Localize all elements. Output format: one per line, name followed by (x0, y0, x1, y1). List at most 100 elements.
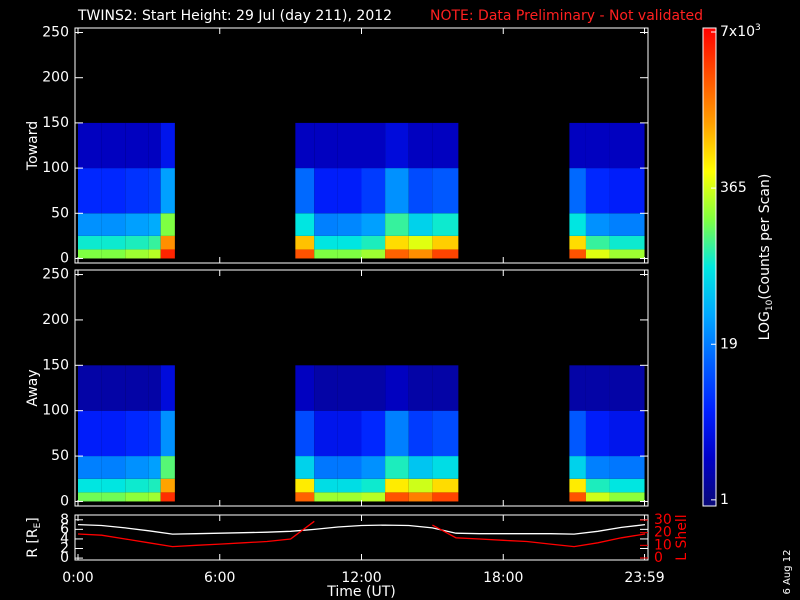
heatmap-cell (408, 122, 433, 169)
heatmap-cell (408, 365, 433, 411)
heatmap-cell (609, 492, 645, 502)
colorbar-tick-label-text: 19 (720, 336, 738, 352)
heatmap-cell (160, 365, 175, 411)
heatmap-cell (432, 213, 459, 236)
heatmap-cell (148, 492, 161, 502)
heatmap-cell (295, 168, 315, 214)
heatmap-cell (101, 235, 126, 250)
title: TWINS2: Start Height: 29 Jul (day 211), … (77, 8, 392, 24)
heatmap-cell (361, 122, 386, 169)
heatmap-cell (585, 235, 610, 250)
heatmap-cell (314, 249, 338, 259)
heatmap-cell (385, 365, 409, 411)
heatmap-cell (295, 492, 315, 502)
y-axis-label-part: ] (25, 517, 41, 522)
heatmap-cell (361, 213, 386, 236)
heatmap-cell (609, 213, 645, 236)
heatmap-cell (148, 410, 161, 457)
heatmap-cell (585, 122, 610, 169)
heatmap-cell (295, 122, 315, 169)
y-axis-label: R [RE] (25, 517, 43, 558)
heatmap-cell (385, 249, 409, 259)
heatmap-cell (337, 365, 362, 411)
heatmap-cell (101, 168, 126, 214)
heatmap-cell (125, 249, 149, 259)
heatmap-cell (569, 365, 586, 411)
heatmap-cell (148, 456, 161, 479)
y2-tick-label: 0 (654, 550, 663, 566)
heatmap-cell (125, 492, 149, 502)
x-axis-label: Time (UT) (326, 584, 395, 600)
heatmap-cell (314, 478, 338, 493)
series-line (77, 520, 646, 548)
heatmap-cell (78, 492, 102, 502)
heatmap-cell (78, 213, 102, 236)
heatmap-cell (337, 235, 362, 250)
heatmap-cell (295, 249, 315, 259)
heatmap-cell (609, 168, 645, 214)
heatmap-cell (385, 122, 409, 169)
heatmap-cell (408, 168, 433, 214)
heatmap-cell (337, 492, 362, 502)
heatmap-cell (569, 249, 586, 259)
x-tick-label: 23:59 (624, 570, 664, 586)
heatmap-cell (78, 235, 102, 250)
heatmap-cell (408, 235, 433, 250)
heatmap-cell (160, 410, 175, 457)
heatmap-cell (361, 478, 386, 493)
heatmap-cell (361, 365, 386, 411)
heatmap-cell (101, 456, 126, 479)
heatmap-cell (78, 365, 102, 411)
heatmap-cell (432, 122, 459, 169)
heatmap-cell (432, 365, 459, 411)
heatmap-cell (295, 410, 315, 457)
heatmap-cell (432, 456, 459, 479)
heatmap-cell (432, 478, 459, 493)
y-tick-label: 200 (42, 312, 69, 328)
heatmap-cell (160, 213, 175, 236)
y-tick-label: 8 (60, 512, 69, 528)
heatmap-cell (148, 235, 161, 250)
heatmap-cell (125, 235, 149, 250)
heatmap-cell (569, 122, 586, 169)
x-tick-label: 6:00 (204, 570, 235, 586)
heatmap-cell (125, 410, 149, 457)
heatmap-cell (408, 213, 433, 236)
heatmap-cell (408, 456, 433, 479)
heatmap-cell (432, 249, 459, 259)
heatmap-cell (361, 168, 386, 214)
colorbar-tick-label: 1 (720, 492, 729, 508)
heatmap-cell (337, 410, 362, 457)
heatmap-cell (160, 168, 175, 214)
date-stamp: 6 Aug 12 (782, 550, 793, 595)
heatmap-cell (569, 235, 586, 250)
colorbar-tick-label-text: 7x10 (720, 24, 755, 40)
heatmap-cell (337, 456, 362, 479)
y-tick-label: 2 (60, 541, 69, 557)
y-tick-label: 0 (60, 493, 69, 509)
heatmap-cell (609, 122, 645, 169)
heatmap-cell (408, 410, 433, 457)
heatmap-cell (78, 456, 102, 479)
heatmap-cell (569, 213, 586, 236)
heatmap-cell (585, 492, 610, 502)
heatmap-cell (78, 478, 102, 493)
heatmap-cell (78, 168, 102, 214)
heatmap-cell (385, 410, 409, 457)
heatmap-cell (408, 492, 433, 502)
y-tick-label: 50 (51, 448, 69, 464)
heatmap-cell (125, 456, 149, 479)
y-tick-label: 0 (60, 550, 69, 566)
heatmap-cell (337, 122, 362, 169)
heatmap-cell (314, 213, 338, 236)
y-tick-label: 250 (42, 25, 69, 41)
heatmap-cell (160, 122, 175, 169)
y-tick-label: 50 (51, 205, 69, 221)
heatmap-cell (148, 168, 161, 214)
heatmap-cell (609, 235, 645, 250)
heatmap-cell (432, 410, 459, 457)
colorbar-label-part: (Counts per Scan) (757, 174, 773, 300)
heatmap-cell (160, 235, 175, 250)
